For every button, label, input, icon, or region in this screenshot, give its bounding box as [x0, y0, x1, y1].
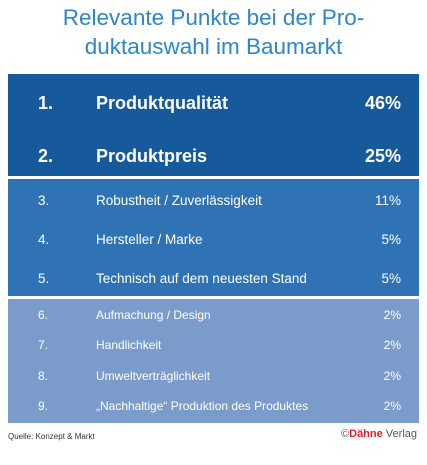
row-value: 46% — [364, 92, 401, 113]
row-rank: 8. — [38, 369, 49, 383]
row-label: Robustheit / Zuverlässigkeit — [96, 192, 262, 208]
table-row: 1. Produktqualität 46% — [8, 88, 419, 118]
copyright-mark: © — [341, 428, 350, 440]
table-row: 3. Robustheit / Zuverlässigkeit 11% — [8, 188, 419, 212]
row-rank: 2. — [38, 145, 54, 166]
tier-top-two: 1. Produktqualität 46% 2. Produktpreis 2… — [8, 74, 419, 176]
row-label: Hersteller / Marke — [96, 231, 203, 247]
table-row: 8. Umweltverträglichkeit 2% — [8, 365, 419, 387]
row-rank: 6. — [38, 308, 49, 322]
tier-middle: 3. Robustheit / Zuverlässigkeit 11% 4. H… — [8, 179, 419, 296]
table-row: 7. Handlichkeit 2% — [8, 334, 419, 356]
row-value: 5% — [381, 270, 401, 286]
row-label: Produktqualität — [96, 92, 229, 113]
row-label: Umweltverträglichkeit — [96, 369, 211, 383]
row-label: „Nachhaltige“ Produktion des Produktes — [96, 399, 309, 413]
row-value: 2% — [383, 399, 401, 413]
logo-brand: Dähne — [349, 428, 383, 440]
row-label: Handlichkeit — [96, 338, 162, 352]
row-value: 25% — [364, 145, 401, 166]
row-rank: 9. — [38, 399, 49, 413]
source-note: Quelle: Konzept & Markt — [8, 432, 95, 441]
table-row: 4. Hersteller / Marke 5% — [8, 227, 419, 251]
row-value: 11% — [374, 192, 401, 208]
table-row: 2. Produktpreis 25% — [8, 141, 419, 171]
row-value: 2% — [383, 338, 401, 352]
logo-suffix: Verlag — [382, 428, 417, 440]
table-row: 9. „Nachhaltige“ Produktion des Produkte… — [8, 395, 419, 417]
row-rank: 7. — [38, 338, 49, 352]
chart-title: Relevante Punkte bei der Pro- duktauswah… — [0, 3, 427, 61]
chart-title-line-2: duktauswahl im Baumarkt — [84, 34, 343, 59]
row-rank: 4. — [38, 231, 50, 247]
table-row: 6. Aufmachung / Design 2% — [8, 304, 419, 326]
row-label: Aufmachung / Design — [96, 308, 211, 322]
row-label: Technisch auf dem neuesten Stand — [96, 270, 307, 286]
table-row: 5. Technisch auf dem neuesten Stand 5% — [8, 266, 419, 290]
row-rank: 3. — [38, 192, 50, 208]
row-rank: 1. — [38, 92, 54, 113]
tier-bottom: 6. Aufmachung / Design 2% 7. Handlichkei… — [8, 299, 419, 423]
row-label: Produktpreis — [96, 145, 208, 166]
chart-title-line-1: Relevante Punkte bei der Pro- — [62, 5, 365, 30]
row-value: 2% — [383, 369, 401, 383]
publisher-logo: ©Dähne Verlag — [341, 428, 417, 440]
row-rank: 5. — [38, 270, 50, 286]
row-value: 5% — [381, 231, 401, 247]
row-value: 2% — [383, 308, 401, 322]
